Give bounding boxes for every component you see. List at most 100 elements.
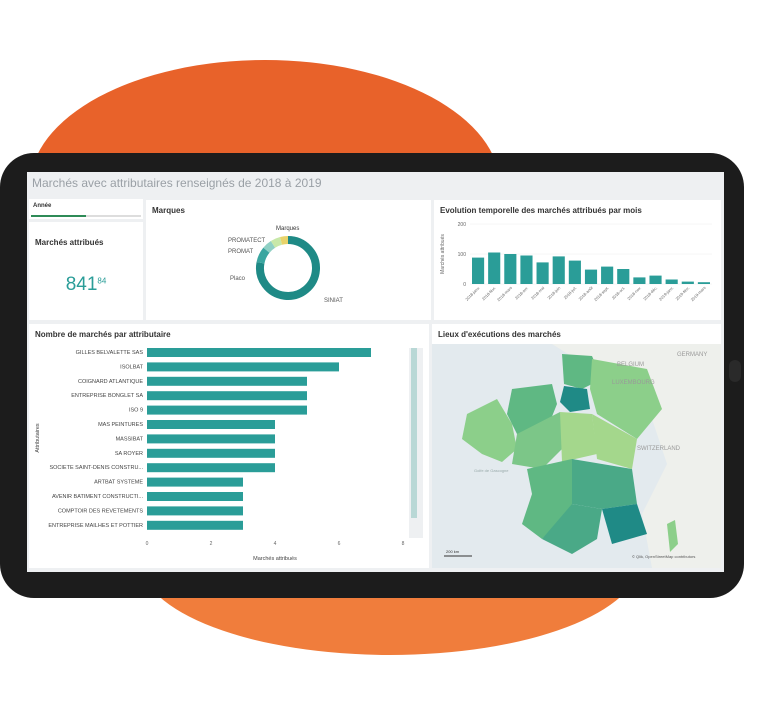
evolution-bar[interactable]	[633, 277, 646, 284]
donut-label-promat: PROMAT	[228, 249, 254, 255]
evolution-bar[interactable]	[536, 262, 549, 284]
region-centre[interactable]	[560, 412, 597, 462]
attributaire-bar[interactable]	[147, 348, 371, 357]
attributaire-bar[interactable]	[147, 362, 339, 372]
region-pays-de-la-loire[interactable]	[512, 412, 567, 469]
evolution-xtick: 2018-oct.	[611, 285, 626, 300]
donut-slice-siniat[interactable]	[256, 236, 320, 300]
attributaire-label: ARTBAT SYSTEME	[94, 480, 143, 486]
attributaire-scroll-thumb[interactable]	[411, 348, 417, 518]
evolution-xtick: 2018-févr.	[481, 285, 497, 301]
evolution-bar[interactable]	[601, 266, 614, 284]
region-grand-est[interactable]	[590, 359, 662, 439]
attributaire-xlabel: Marchés attribués	[253, 556, 297, 562]
evolution-ytick: 0	[463, 282, 466, 288]
evolution-xtick: 2018-avr.	[514, 285, 529, 300]
evolution-bar[interactable]	[697, 282, 710, 284]
donut-title: Marques	[152, 206, 185, 215]
sheet-title: Marchés avec attributaires renseignés de…	[32, 176, 322, 190]
filter-pane[interactable]: Année	[29, 199, 143, 219]
attributaire-label: COIGNARD ATLANTIQUE	[78, 379, 143, 385]
evolution-bar[interactable]	[617, 269, 630, 284]
evolution-xtick: 2018-juin	[546, 285, 561, 300]
attributaire-bar[interactable]	[147, 405, 307, 415]
evolution-xtick: 2018-mai	[530, 285, 545, 300]
region-occitanie[interactable]	[542, 504, 602, 554]
evolution-bar[interactable]	[665, 279, 678, 285]
region-bretagne[interactable]	[462, 399, 517, 462]
map-panel: Lieux d'exécutions des marchés	[432, 324, 721, 568]
evolution-title: Evolution temporelle des marchés attribu…	[440, 206, 642, 215]
donut-label-promatect: PROMATECT	[228, 238, 266, 244]
filter-bar-fill	[31, 215, 86, 217]
attributaire-label: GILLES BELVALETTE SAS	[76, 350, 144, 356]
attributaire-bar[interactable]	[147, 391, 307, 401]
evolution-bar[interactable]	[584, 269, 598, 284]
map-label-belgium: BELGIUM	[617, 362, 644, 368]
region-ile-de-france[interactable]	[560, 386, 590, 412]
attributaire-xtick: 6	[338, 541, 341, 547]
donut-legend-title: Marques	[276, 226, 299, 232]
map-label-germany: GERMANY	[677, 352, 707, 358]
attributaire-label: AVENIR BATIMENT CONSTRUCTI...	[52, 494, 144, 500]
map-view[interactable]: BELGIUM LUXEMBOURG GERMANY SWITZERLAND G…	[432, 344, 721, 568]
donut-label-siniat: SINIAT	[324, 298, 343, 304]
filter-bar	[31, 215, 141, 217]
attributaire-label: ENTREPRISE BONGLET SA	[71, 393, 143, 399]
evolution-bar[interactable]	[649, 275, 662, 284]
evolution-xtick: 2019-janv.	[658, 285, 675, 302]
region-auvergne[interactable]	[572, 459, 637, 509]
attributaire-label: SOCIETE SAINT-DENIS CONSTRU...	[49, 465, 143, 471]
attributaire-bar[interactable]	[147, 477, 243, 487]
donut-slice-promat[interactable]	[263, 240, 276, 253]
attributaire-label: MAS PEINTURES	[98, 422, 143, 428]
attributaire-bar[interactable]	[147, 434, 275, 444]
evolution-ytick: 200	[458, 222, 467, 228]
donut-slice-autre[interactable]	[280, 236, 289, 245]
donut-label-placo: Placo	[230, 276, 246, 282]
map-label-gulf: Golfe de Gascogne	[474, 468, 509, 473]
attributaire-bar[interactable]	[147, 492, 243, 501]
attributaire-bar[interactable]	[147, 448, 275, 458]
evolution-xtick: 2019-mars	[690, 285, 707, 302]
attributaire-bar[interactable]	[147, 420, 275, 429]
attributaire-label: SA ROYER	[115, 451, 143, 457]
donut-slice-placo[interactable]	[256, 247, 270, 264]
tablet-side-button	[729, 360, 741, 382]
france-map[interactable]: BELGIUM LUXEMBOURG GERMANY SWITZERLAND G…	[432, 344, 721, 568]
evolution-bar[interactable]	[681, 281, 694, 284]
evolution-xtick: 2018-janv.	[464, 285, 481, 302]
attributaires-title: Nombre de marchés par attributaire	[35, 330, 171, 339]
region-bourgogne[interactable]	[592, 414, 637, 469]
attributaire-label: ISOLBAT	[120, 364, 143, 370]
attributaire-bar[interactable]	[147, 376, 307, 386]
attributaires-panel: Nombre de marchés par attributaire GILLE…	[29, 324, 429, 568]
region-corse[interactable]	[667, 520, 678, 552]
evolution-bar[interactable]	[472, 257, 485, 284]
attributaire-xtick: 4	[274, 541, 277, 547]
attributaires-bar-chart[interactable]: GILLES BELVALETTE SAS ISOLBAT COIGNARD ATL…	[29, 324, 429, 568]
evolution-bar[interactable]	[552, 256, 565, 284]
attributaire-bar[interactable]	[147, 463, 275, 473]
evolution-bar[interactable]	[504, 254, 517, 284]
attributaire-ylabel: Attributaires	[35, 423, 41, 453]
evolution-bar[interactable]	[568, 260, 581, 284]
evolution-bar[interactable]	[520, 255, 533, 285]
evolution-xtick: 2019-févr.	[674, 285, 690, 301]
donut-slice-promatect[interactable]	[270, 237, 283, 248]
donut-chart[interactable]: Marques PROMATECT PROMAT Placo SINIAT	[146, 200, 431, 320]
donut-panel: Marques Marques PROMATECT PROMAT Placo SINIA…	[146, 200, 431, 320]
attributaire-label: MASSIBAT	[116, 436, 144, 442]
attributaire-bar[interactable]	[147, 506, 243, 516]
map-title: Lieux d'exécutions des marchés	[438, 330, 561, 339]
filter-label: Année	[33, 203, 52, 209]
region-paca[interactable]	[602, 504, 647, 544]
evolution-bar[interactable]	[488, 252, 501, 285]
map-attribution: © Qlik, OpenStreetMap contributors	[632, 554, 695, 559]
evolution-xtick: 2018-juil.	[563, 285, 578, 300]
kpi-superscript: 84	[97, 276, 107, 286]
attributaire-bar[interactable]	[147, 520, 243, 530]
attributaire-xtick: 0	[146, 541, 149, 547]
evolution-xtick: 2018-déc.	[642, 285, 658, 301]
